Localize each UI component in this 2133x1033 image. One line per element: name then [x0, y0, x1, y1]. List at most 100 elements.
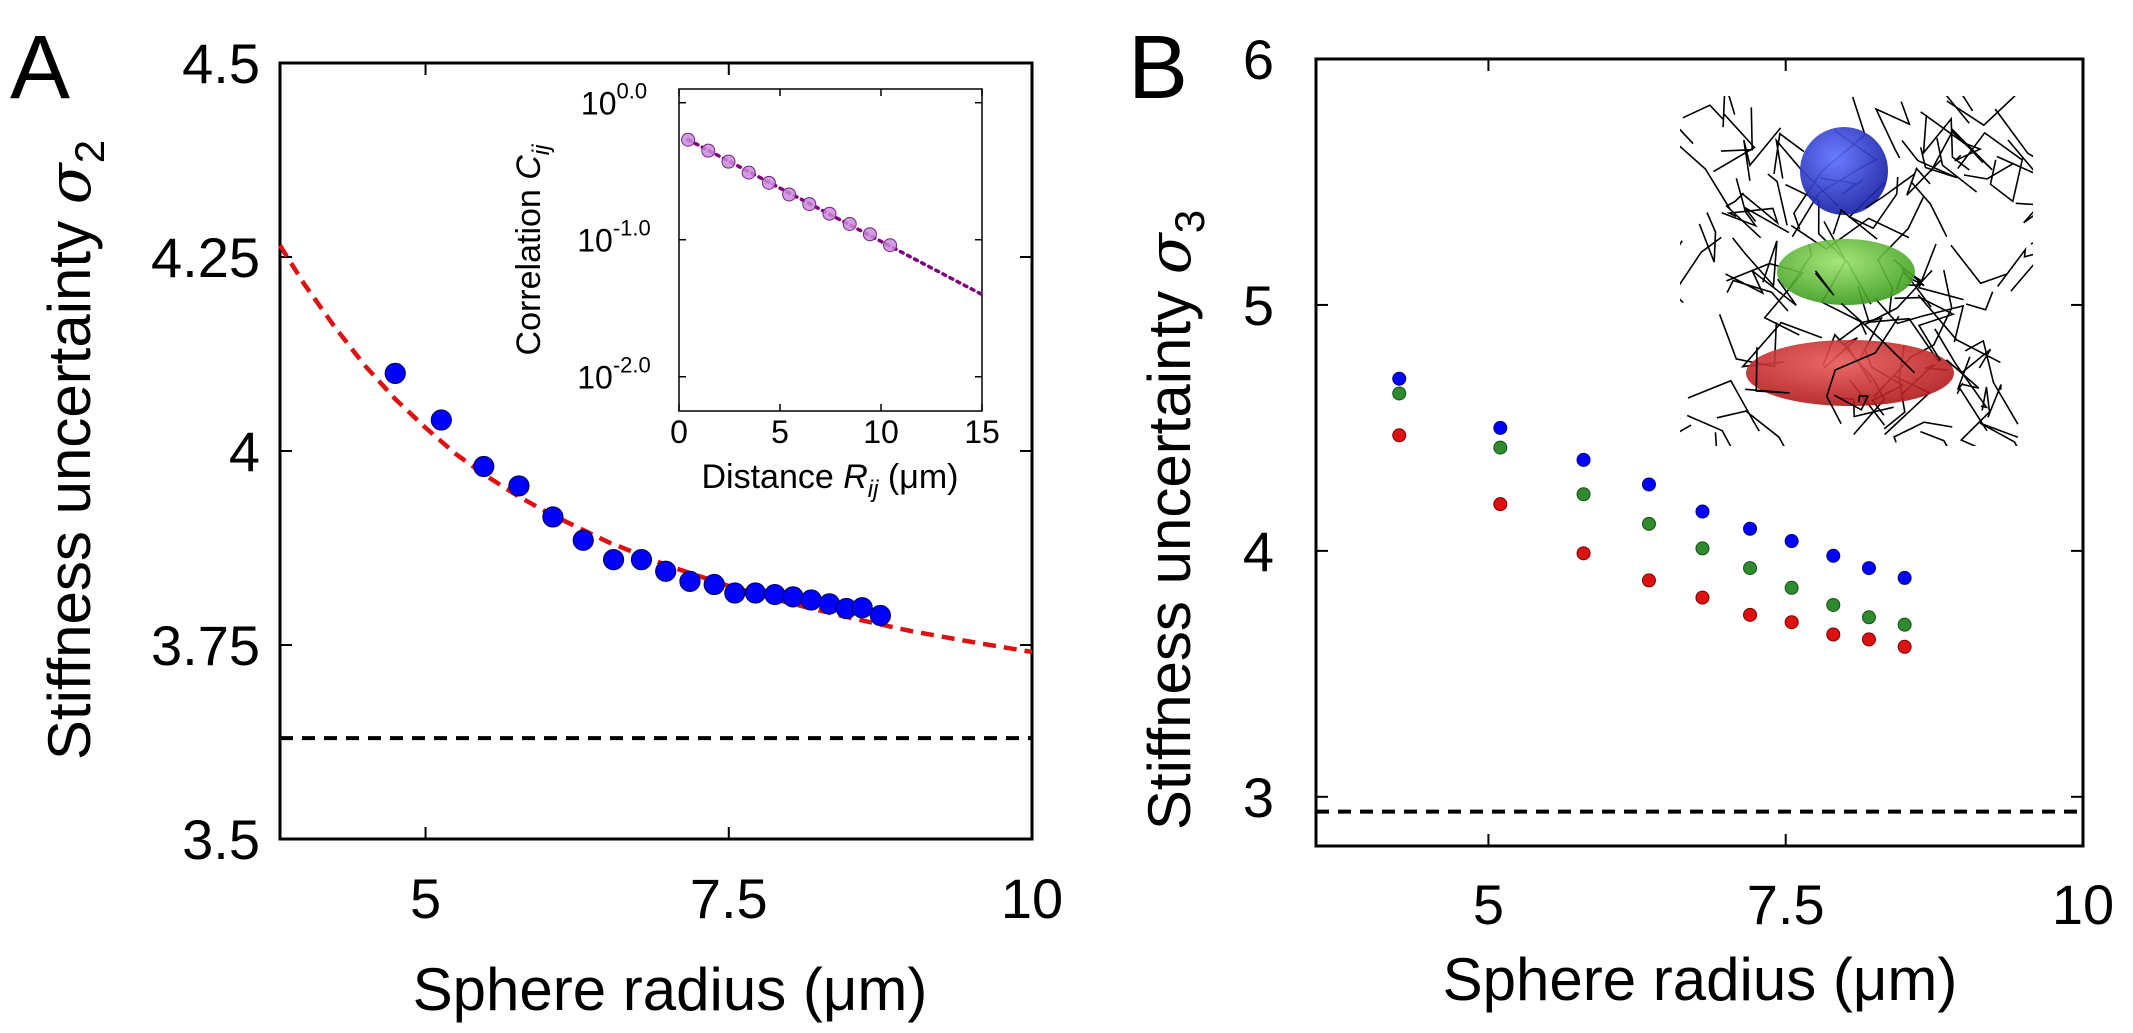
fiber — [1825, 315, 1900, 425]
inset-x-tick-label: 0 — [670, 414, 688, 450]
fiber — [1680, 145, 1731, 210]
fiber — [1946, 359, 1980, 389]
fiber — [1917, 294, 2001, 364]
inset-ticks: 0 5 10 15 100.0 10-1.0 10-2.0 — [577, 79, 1000, 450]
fiber — [1725, 192, 1762, 239]
panel-a-inset: 0 5 10 15 100.0 10-1.0 10-2.0 Distance Rij (μm… — [510, 79, 1000, 503]
fiber — [1767, 173, 1788, 226]
fiber — [1934, 328, 1989, 409]
panel-b-y-axis-label: Stiffness uncertainty σ3 — [1135, 210, 1213, 830]
ellipsoid-red-point — [1695, 590, 1710, 605]
panel-a-y-ticks: 3.5 3.75 4 4.25 4.5 — [151, 32, 1032, 871]
panel-b-plot-frame — [1314, 57, 2085, 848]
panel-a-plot-area — [278, 244, 1033, 741]
fiber — [1680, 418, 1681, 420]
inset-data-point — [842, 216, 857, 231]
inset-data-point — [761, 175, 776, 190]
sphere-point — [1743, 521, 1758, 536]
panel-a-x-ticks: 5 7.5 10 — [410, 63, 1063, 930]
data-point — [744, 582, 767, 604]
network-illustration — [1680, 96, 2033, 446]
inset-data-point — [721, 154, 736, 169]
fiber — [1680, 240, 1684, 304]
ellipsoid-green-point — [1897, 617, 1912, 632]
red-ellipsoid-probe — [1746, 340, 1954, 406]
inset-data-point — [883, 238, 898, 253]
panel-b-x-axis-label: Sphere radius (μm) — [1443, 946, 1958, 1013]
fiber — [1957, 131, 2023, 169]
data-point — [473, 455, 495, 478]
inset-y-tick-label: 10-2.0 — [577, 353, 651, 396]
fiber — [1996, 246, 2033, 292]
inset-x-tick-label: 5 — [771, 414, 789, 450]
x-tick-label: 10 — [1001, 867, 1063, 930]
fiber — [1745, 347, 1790, 394]
ellipsoid-green-point — [1743, 561, 1758, 576]
fiber — [1713, 113, 1756, 173]
ellipsoid-red-point — [1784, 615, 1799, 630]
fiber — [1833, 394, 1870, 411]
inset-x-tick-label: 15 — [964, 414, 1000, 450]
fiber — [1686, 414, 1732, 446]
data-point — [800, 589, 822, 611]
ellipsoid-green-point — [1784, 580, 1799, 595]
fiber — [1716, 410, 1785, 446]
data-point — [430, 409, 452, 431]
inset-fit-line — [686, 137, 984, 297]
ellipsoid-green-point — [1392, 386, 1407, 401]
fiber — [1987, 384, 2002, 418]
fiber — [1743, 206, 1790, 234]
ellipsoid-red-point — [1641, 573, 1656, 588]
data-point — [542, 506, 564, 528]
y-tick-label: 4.25 — [151, 226, 260, 289]
fiber — [1728, 96, 1736, 115]
fiber — [1874, 101, 1911, 159]
fiber — [1743, 127, 1782, 181]
panel-a-y-axis-label: Stiffness uncertainty σ2 — [35, 140, 113, 760]
ellipsoid-green-point — [1861, 610, 1876, 625]
x-tick-label: 7.5 — [1747, 873, 1825, 936]
fiber — [1956, 386, 1988, 432]
fiber — [2015, 202, 2033, 206]
green-ellipsoid-probe — [1777, 239, 1915, 305]
ellipsoid-green-point — [1695, 541, 1710, 556]
ellipsoid-green-point — [1576, 487, 1591, 502]
inset-data-point — [782, 187, 797, 202]
fiber — [1682, 104, 1724, 120]
panel-a-x-axis-label: Sphere radius (μm) — [413, 956, 928, 1023]
x-tick-label: 5 — [1473, 873, 1504, 936]
sphere-point — [1826, 548, 1841, 563]
fiber — [1946, 96, 2016, 127]
fiber — [1964, 339, 2019, 425]
y-tick-label: 6 — [1243, 28, 1274, 91]
inset-x-tick-label: 10 — [863, 414, 899, 450]
data-point — [602, 549, 625, 571]
fiber — [1790, 217, 1910, 250]
fiber — [1731, 237, 1778, 288]
inset-data-point — [741, 165, 756, 180]
data-point — [508, 475, 530, 497]
panel-b-label: B — [1128, 18, 1188, 118]
sphere-point — [1392, 371, 1407, 386]
sphere-point — [1695, 504, 1710, 519]
y-tick-label: 3.5 — [182, 808, 260, 871]
fiber — [1814, 270, 1835, 296]
fiber — [1959, 386, 1991, 446]
fiber — [1863, 269, 1933, 326]
fiber — [1945, 96, 1970, 124]
sphere-point — [1784, 534, 1799, 549]
fiber — [1726, 192, 1780, 226]
panel-b: B 3 4 5 6 5 7.5 10 Sphere radius (μm) Stiffne… — [1128, 18, 2114, 1013]
fiber — [1726, 279, 1789, 312]
fiber — [1687, 379, 1760, 432]
ellipsoid-red-point — [1493, 497, 1508, 512]
panel-a-label: A — [10, 18, 70, 118]
inset-data-point — [681, 132, 696, 147]
fiber — [1901, 140, 1958, 179]
fiber — [1922, 114, 1970, 171]
x-tick-label: 10 — [2052, 873, 2114, 936]
panel-b-y-ticks: 3 4 5 6 — [1243, 28, 2083, 829]
inset-data-point — [701, 143, 716, 158]
fiber — [1722, 96, 1726, 128]
